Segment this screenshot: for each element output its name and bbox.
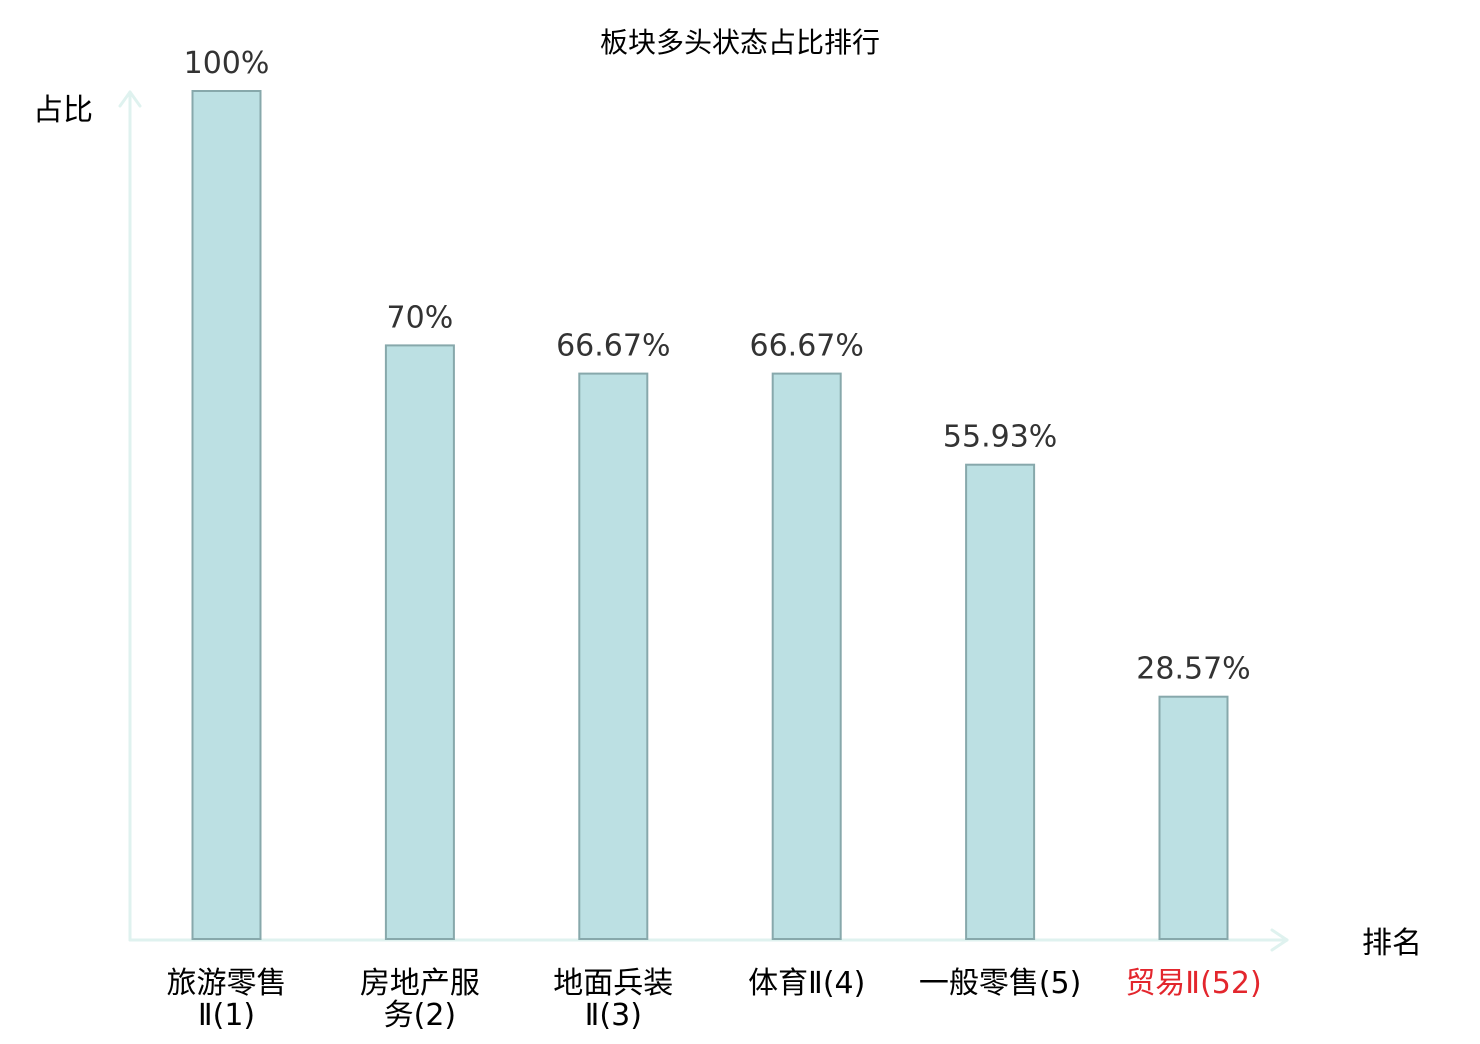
category-label-1-line-2: Ⅱ(1) bbox=[198, 998, 255, 1033]
y-axis-label: 占比 bbox=[33, 93, 93, 128]
category-label-2: 房地产服务(2) bbox=[360, 966, 480, 1033]
x-axis-arrow bbox=[1270, 928, 1289, 952]
category-label-4: 体育Ⅱ(4) bbox=[748, 966, 865, 1001]
value-label-3: 66.67% bbox=[556, 329, 670, 364]
x-axis-label: 排名 bbox=[1362, 926, 1422, 961]
value-label-2: 70% bbox=[387, 300, 454, 335]
category-label-6-line-1: 贸易Ⅱ(52) bbox=[1125, 966, 1261, 1001]
category-labels: 旅游零售 Ⅱ(1) 房地产服务(2) 地面兵装 Ⅱ(3) 体育Ⅱ(4) 一般零售(5) 贸易Ⅱ… bbox=[167, 966, 1262, 1033]
bar-2 bbox=[384, 344, 455, 940]
value-labels: 100% 70% 66.67% 66.67% 55.93% 28.57% bbox=[184, 46, 1251, 687]
category-label-4-line-1: 体育Ⅱ(4) bbox=[748, 966, 865, 1001]
bar-3 bbox=[578, 372, 649, 941]
category-label-3: 地面兵装 Ⅱ(3) bbox=[553, 966, 673, 1033]
bars bbox=[191, 90, 1229, 941]
bar-1 bbox=[191, 90, 262, 940]
value-label-5: 55.93% bbox=[943, 420, 1057, 455]
category-label-2-line-2: 务(2) bbox=[384, 998, 457, 1033]
axes bbox=[118, 90, 1289, 952]
category-label-5: 一般零售(5) bbox=[919, 966, 1082, 1001]
category-label-2-line-1: 房地产服 bbox=[360, 966, 480, 1001]
category-label-1: 旅游零售 Ⅱ(1) bbox=[167, 966, 287, 1033]
value-label-6: 28.57% bbox=[1136, 652, 1250, 687]
bar-4 bbox=[771, 372, 842, 941]
category-label-3-line-2: Ⅱ(3) bbox=[585, 998, 642, 1033]
bar-5 bbox=[965, 463, 1036, 940]
value-label-4: 66.67% bbox=[750, 329, 864, 364]
category-label-1-line-1: 旅游零售 bbox=[167, 966, 287, 1001]
category-label-6: 贸易Ⅱ(52) bbox=[1125, 966, 1261, 1001]
y-axis-arrow bbox=[118, 90, 142, 108]
category-label-5-line-1: 一般零售(5) bbox=[919, 966, 1082, 1001]
chart-title: 板块多头状态占比排行 bbox=[600, 26, 880, 59]
category-label-3-line-1: 地面兵装 bbox=[553, 966, 673, 1001]
value-label-1: 100% bbox=[184, 46, 270, 81]
bar-6 bbox=[1158, 695, 1229, 941]
